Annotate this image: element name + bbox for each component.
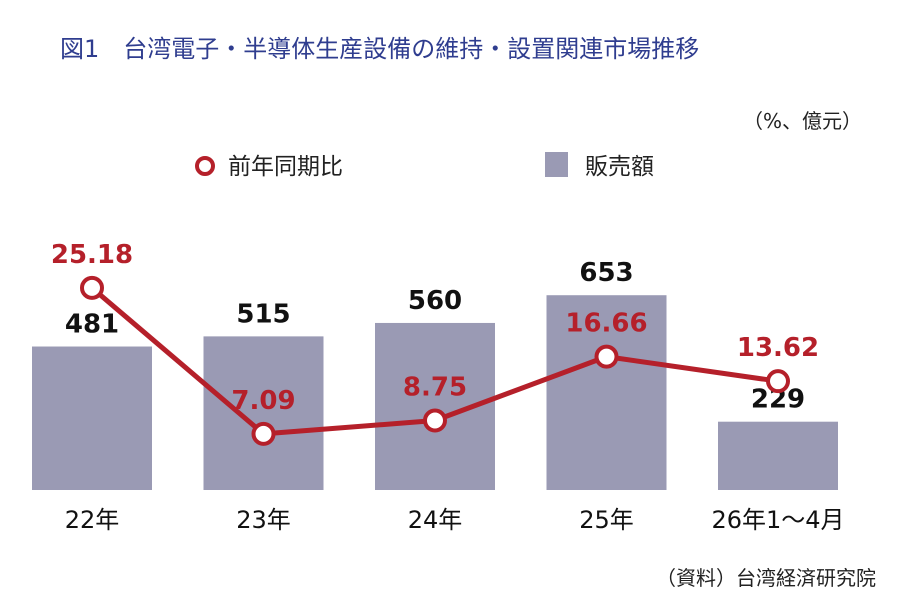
line-label-1: 7.09 <box>231 386 295 416</box>
legend-line-marker <box>195 156 215 176</box>
category-label-4: 26年1～4月 <box>711 506 844 534</box>
category-label-3: 25年 <box>579 506 634 534</box>
legend: 前年同期比 販売額 <box>195 152 654 180</box>
unit-label: （%、億元） <box>743 109 862 133</box>
line-point-1 <box>251 421 276 446</box>
bar-3 <box>546 295 667 490</box>
bar-label-3: 653 <box>579 258 633 288</box>
category-label-2: 24年 <box>408 506 463 534</box>
bar-label-2: 560 <box>408 286 462 316</box>
bar-1 <box>203 336 324 490</box>
line-value-labels: 25.18 7.09 8.75 16.66 13.62 <box>51 240 819 416</box>
category-axis-labels: 22年 23年 24年 25年 26年1～4月 <box>65 506 845 534</box>
line-point-0 <box>80 275 104 300</box>
line-point-3 <box>594 344 619 369</box>
bar-series <box>32 295 838 490</box>
line-point-2 <box>423 408 447 433</box>
category-label-1: 23年 <box>236 506 291 534</box>
bar-0 <box>32 346 152 490</box>
source-note: （資料）台湾経済研究院 <box>656 566 876 590</box>
bar-4 <box>718 421 838 490</box>
legend-label-sales: 販売額 <box>585 154 654 180</box>
bar-label-1: 515 <box>236 299 290 329</box>
line-series <box>80 275 790 446</box>
legend-bar-swatch <box>545 152 568 177</box>
line-label-2: 8.75 <box>403 372 467 402</box>
bar-label-0: 481 <box>65 310 119 340</box>
line-label-3: 16.66 <box>565 309 647 339</box>
line-label-4: 13.62 <box>737 333 819 363</box>
category-label-0: 22年 <box>65 506 120 534</box>
chart-title: 図1 台湾電子・半導体生産設備の維持・設置関連市場推移 <box>60 35 699 63</box>
legend-label-yoy: 前年同期比 <box>228 154 343 180</box>
line-label-0: 25.18 <box>51 240 133 270</box>
line-point-4 <box>766 369 790 394</box>
